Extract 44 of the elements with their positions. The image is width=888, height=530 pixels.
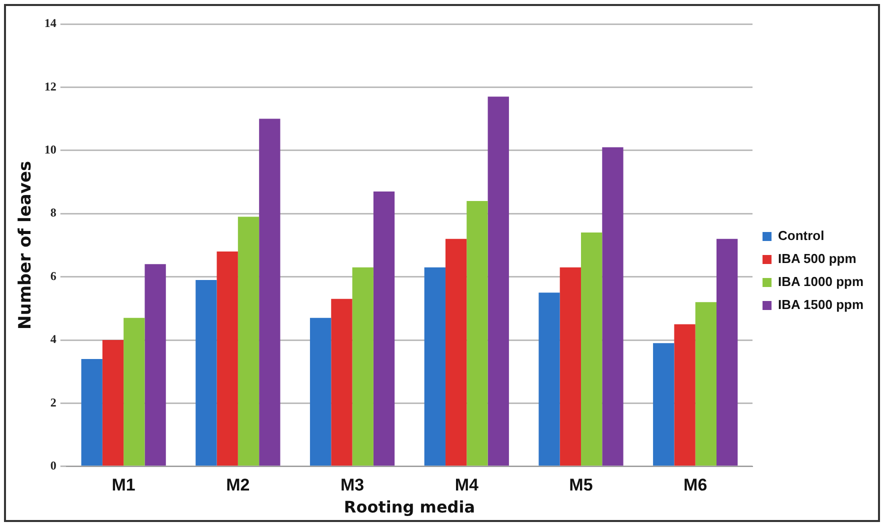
y-tick-label: 8 bbox=[50, 206, 56, 220]
y-tick-label: 6 bbox=[50, 268, 56, 283]
bar bbox=[144, 264, 166, 466]
bar bbox=[310, 318, 332, 466]
bar bbox=[560, 267, 581, 466]
legend-label: IBA 1000 ppm bbox=[778, 274, 864, 290]
y-tick-label: 0 bbox=[50, 458, 56, 472]
bar bbox=[124, 318, 145, 466]
bar bbox=[602, 147, 624, 466]
y-tick-label: 4 bbox=[50, 332, 56, 346]
x-tick-label: M1 bbox=[112, 475, 136, 494]
bar bbox=[102, 340, 124, 466]
legend-label: Control bbox=[778, 228, 824, 244]
bar bbox=[653, 343, 674, 466]
x-axis-title: Rooting media bbox=[344, 498, 476, 517]
y-axis-title: Number of leaves bbox=[16, 160, 36, 330]
bar bbox=[196, 280, 217, 466]
bar bbox=[373, 191, 395, 466]
x-tick-label: M4 bbox=[454, 475, 479, 494]
bar bbox=[466, 200, 488, 466]
bar bbox=[352, 267, 374, 466]
bar bbox=[580, 232, 602, 466]
y-tick-label: 12 bbox=[44, 79, 56, 94]
x-tick-label: M3 bbox=[340, 475, 364, 494]
bar bbox=[445, 238, 467, 466]
x-tick-label: M5 bbox=[569, 475, 593, 494]
bar bbox=[424, 267, 446, 466]
x-tick-label: M6 bbox=[684, 475, 708, 494]
bar bbox=[674, 324, 696, 466]
bar bbox=[81, 358, 102, 466]
y-tick-label: 2 bbox=[50, 395, 56, 410]
legend-label: IBA 500 ppm bbox=[778, 251, 856, 266]
bar bbox=[216, 252, 238, 466]
bar bbox=[259, 118, 280, 466]
bar bbox=[238, 216, 260, 466]
bar bbox=[488, 96, 509, 466]
bar bbox=[695, 302, 717, 466]
bar bbox=[538, 292, 560, 466]
legend-label: IBA 1500 ppm bbox=[778, 297, 864, 312]
y-tick-label: 14 bbox=[44, 16, 56, 30]
bar bbox=[331, 298, 352, 466]
x-tick-label: M2 bbox=[226, 475, 250, 494]
bar bbox=[716, 238, 738, 466]
y-tick-label: 10 bbox=[44, 142, 56, 156]
